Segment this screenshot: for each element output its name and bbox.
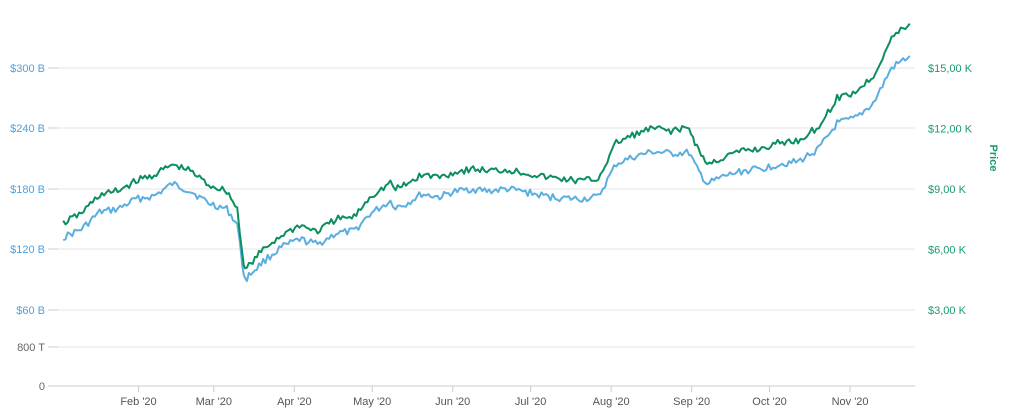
right-tick-label: $9,00 K	[928, 184, 967, 196]
x-axis: Feb '20 Mar '20 Apr '20 May '20 Jun '20 Jul '…	[58, 385, 915, 408]
x-tick-label: Sep '20	[673, 396, 710, 408]
right-y-axis: $3,00 K $6,00 K $9,00 K $12,00 K $15,00 K	[928, 63, 973, 317]
left-tick-label: 0	[39, 381, 45, 393]
x-tick-label: Apr '20	[277, 396, 312, 408]
price-line[interactable]	[62, 22, 911, 270]
right-tick-label: $3,00 K	[928, 305, 967, 317]
x-tick-label: Mar '20	[196, 396, 232, 408]
x-tick-label: Oct '20	[752, 396, 787, 408]
left-y-axis: 0 800 T $60 B $120 B $180 B $240 B $300 B	[10, 63, 58, 393]
left-tick-label: $300 B	[10, 63, 45, 75]
market-cap-line[interactable]	[62, 55, 911, 283]
series-lines[interactable]	[62, 22, 911, 283]
right-tick-label: $15,00 K	[928, 63, 973, 75]
grid-lines	[58, 67, 915, 387]
x-tick-label: May '20	[353, 396, 391, 408]
right-axis-title: Price	[987, 145, 999, 172]
right-tick-label: $12,00 K	[928, 124, 973, 136]
right-tick-label: $6,00 K	[928, 245, 967, 257]
left-tick-label: $240 B	[10, 123, 45, 135]
left-tick-label: $180 B	[10, 184, 45, 196]
left-tick-label: $120 B	[10, 244, 45, 256]
left-tick-label: $60 B	[16, 305, 45, 317]
x-tick-label: Feb '20	[120, 396, 156, 408]
x-tick-label: Aug '20	[593, 396, 630, 408]
x-tick-label: Nov '20	[832, 396, 869, 408]
x-tick-label: Jun '20	[435, 396, 470, 408]
left-tick-label: 800 T	[17, 342, 45, 354]
x-tick-label: Jul '20	[515, 396, 546, 408]
